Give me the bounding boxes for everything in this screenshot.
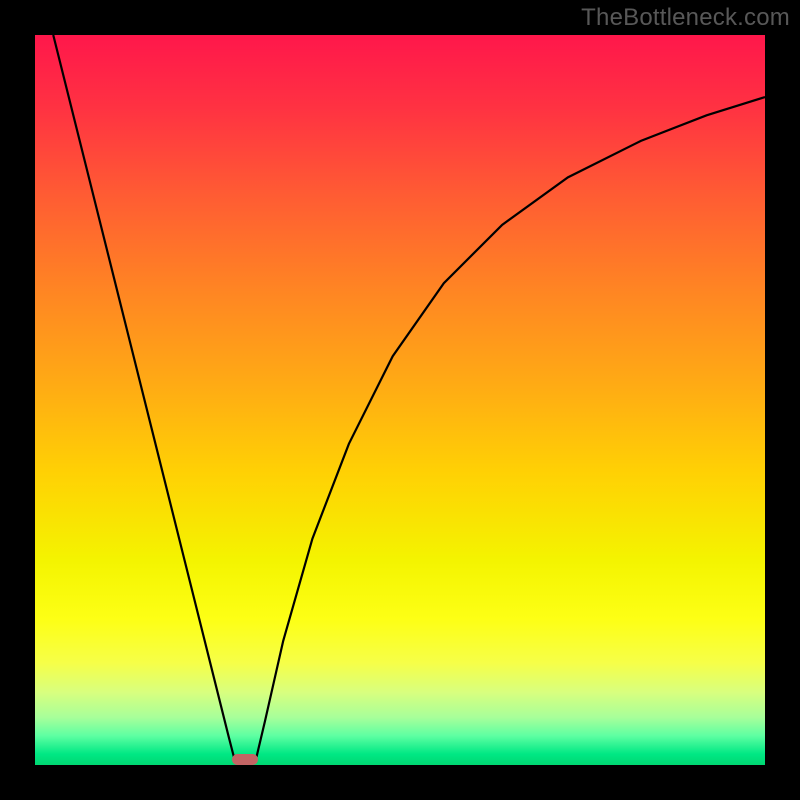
valley-marker [232, 754, 258, 765]
plot-area [35, 35, 765, 765]
watermark-text: TheBottleneck.com [581, 4, 790, 32]
plot-svg [35, 35, 765, 765]
chart-frame: TheBottleneck.com [0, 0, 800, 800]
